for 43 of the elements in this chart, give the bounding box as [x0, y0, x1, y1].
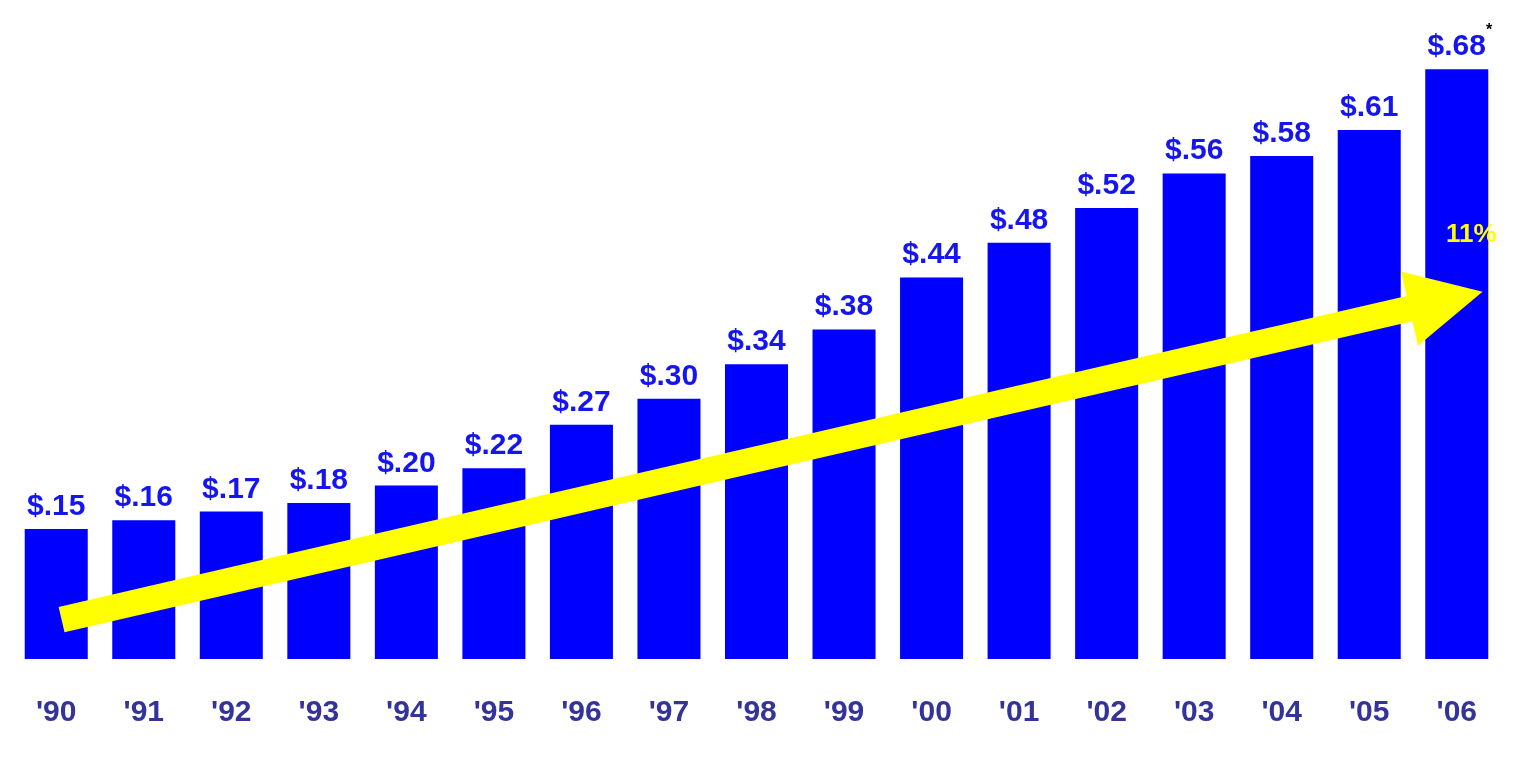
x-tick-label: '05 — [1348, 694, 1390, 728]
x-tick-label: '04 — [1261, 694, 1303, 728]
x-tick-label: '90 — [35, 694, 77, 728]
bar — [1337, 130, 1401, 659]
data-label: $.16 — [114, 479, 173, 513]
bar — [812, 329, 876, 659]
data-label: $.30 — [639, 357, 699, 391]
data-label: $.34 — [727, 323, 787, 357]
data-label: $.18 — [289, 461, 349, 495]
data-label: $.48 — [989, 201, 1049, 235]
data-label: $.27 — [552, 383, 611, 417]
x-tick-label: '96 — [561, 694, 602, 728]
x-tick-label: '03 — [1173, 694, 1215, 728]
data-label: $.17 — [202, 470, 261, 504]
bar — [724, 364, 789, 659]
data-label: $.22 — [464, 427, 524, 461]
x-tick-label: '98 — [736, 694, 777, 728]
bar — [900, 277, 964, 659]
data-label: $.15 — [27, 487, 86, 521]
x-tick-label: '92 — [211, 694, 252, 728]
x-tick-label: '97 — [648, 694, 690, 728]
x-tick-label: '95 — [473, 694, 515, 728]
bar — [1075, 208, 1139, 659]
x-tick-label: '00 — [911, 694, 952, 728]
data-label: $.58 — [1252, 115, 1311, 149]
bar — [987, 242, 1051, 659]
x-tick-label: '01 — [998, 694, 1040, 728]
data-label: $.52 — [1077, 167, 1136, 201]
bar — [24, 528, 88, 659]
x-tick-label: '91 — [123, 694, 165, 728]
x-tick-label: '06 — [1436, 694, 1478, 728]
bar — [1250, 156, 1314, 659]
x-tick-label: '99 — [823, 694, 865, 728]
data-label: $.68* — [1427, 21, 1493, 62]
x-tick-label: '02 — [1086, 694, 1127, 728]
data-label: $.38 — [814, 288, 874, 322]
data-label: $.56 — [1164, 132, 1224, 166]
data-label: $.20 — [377, 444, 436, 478]
bar — [1162, 173, 1226, 659]
x-tick-label: '93 — [298, 694, 340, 728]
data-label: $.61 — [1340, 89, 1399, 123]
data-label: $.44 — [902, 236, 962, 270]
x-tick-label: '94 — [386, 694, 427, 728]
